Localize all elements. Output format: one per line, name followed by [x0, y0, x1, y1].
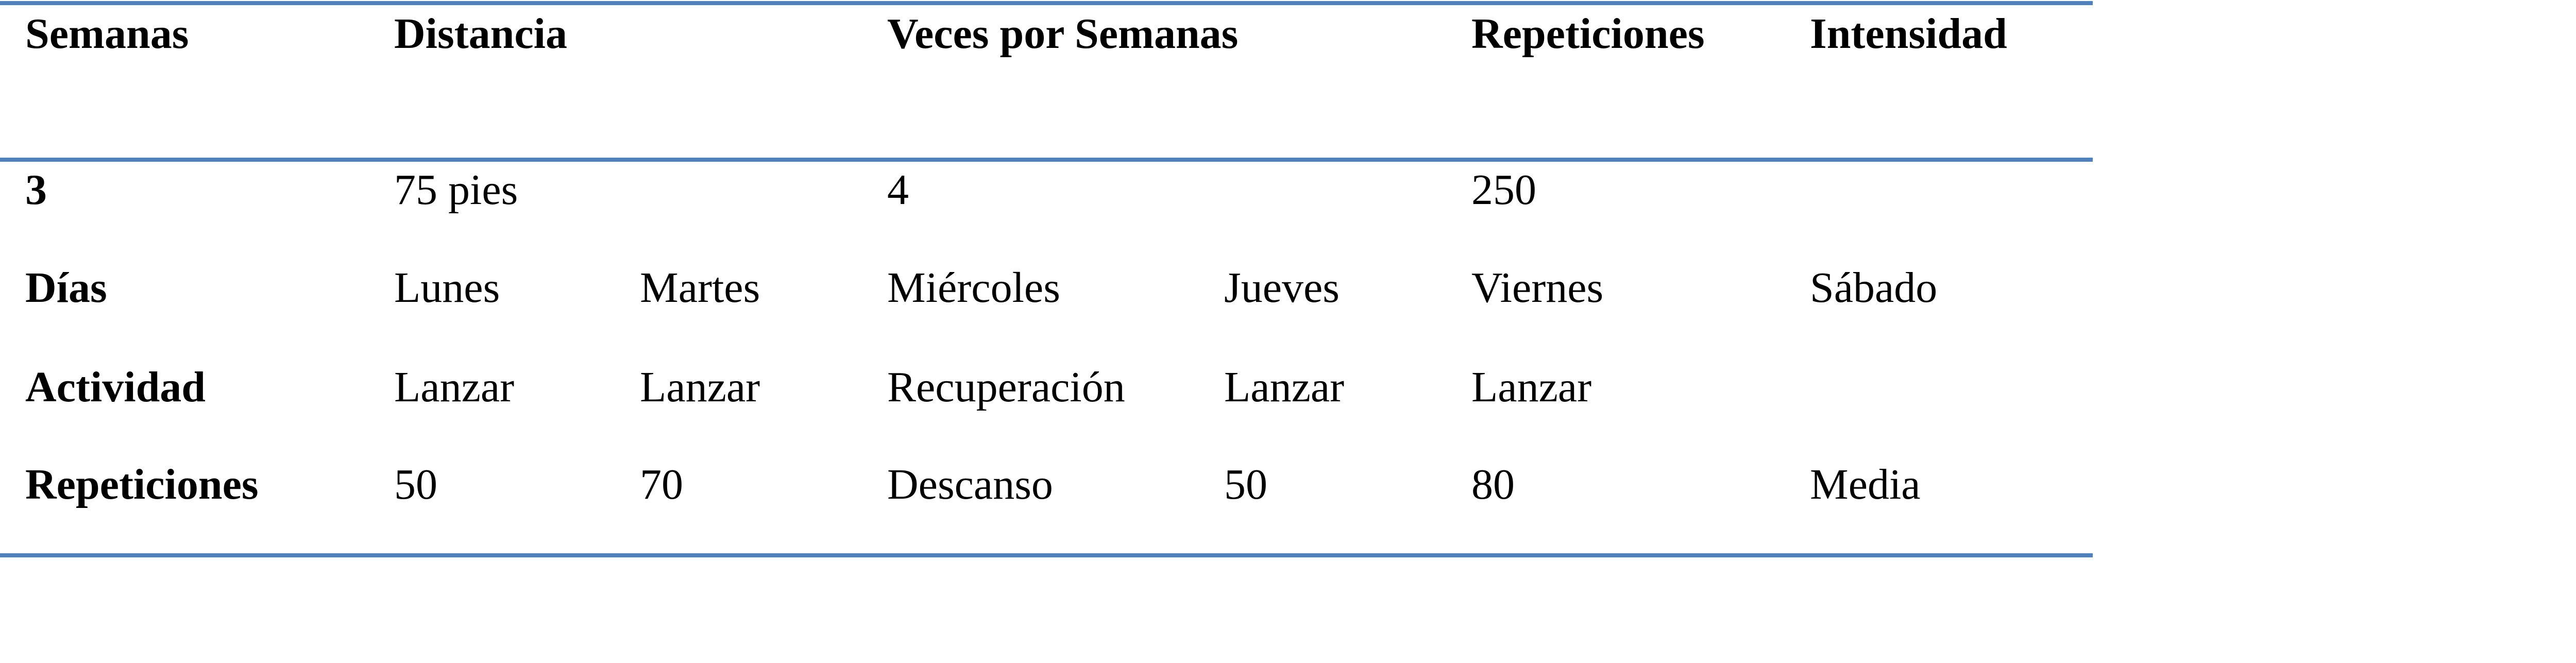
header-repeticiones: Repeticiones [1471, 10, 1705, 58]
header-intensidad: Intensidad [1810, 10, 2007, 58]
table-cell: 50 [1224, 461, 1267, 508]
table-cell: Lanzar [640, 363, 760, 411]
table-cell: Lanzar [1224, 363, 1345, 411]
summary-veces: 4 [887, 166, 909, 214]
summary-distancia: 75 pies [394, 166, 518, 214]
row-label: Actividad [25, 363, 206, 411]
table-cell: Viernes [1471, 264, 1604, 312]
table-cell: 80 [1471, 461, 1515, 508]
table-cell: 70 [640, 461, 683, 508]
table-cell: Lunes [394, 264, 500, 312]
table-cell: Descanso [887, 461, 1053, 508]
summary-repeticiones: 250 [1471, 166, 1536, 214]
table-cell: Lanzar [394, 363, 515, 411]
header-rule [0, 158, 2093, 162]
summary-semanas: 3 [25, 166, 47, 214]
table-cell: Sábado [1810, 264, 1938, 312]
header-semanas: Semanas [25, 10, 189, 58]
header-distancia: Distancia [394, 10, 567, 58]
table-cell: Media [1810, 461, 1921, 508]
bottom-rule [0, 553, 2093, 557]
table-cell: 50 [394, 461, 437, 508]
table-cell: Jueves [1224, 264, 1340, 312]
table-cell: Martes [640, 264, 760, 312]
table-cell: Lanzar [1471, 363, 1592, 411]
row-label: Repeticiones [25, 461, 259, 508]
top-rule [0, 1, 2093, 5]
table-cell: Recuperación [887, 363, 1125, 411]
table-cell: Miércoles [887, 264, 1060, 312]
header-veces: Veces por Semanas [887, 10, 1239, 58]
row-label: Días [25, 264, 107, 312]
